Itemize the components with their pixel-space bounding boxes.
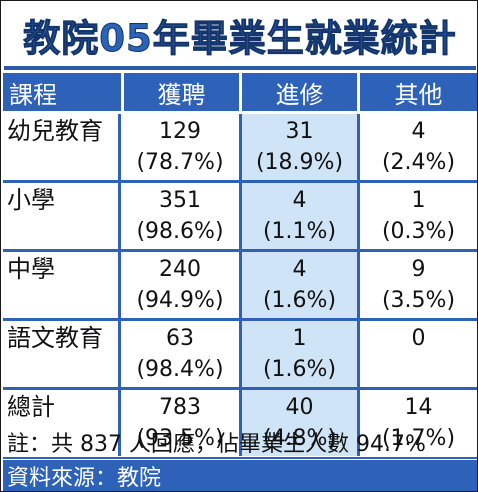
employed-cell: 783 (93.5%) <box>121 390 239 456</box>
other-cell: 1 (0.3%) <box>357 183 477 252</box>
study-cell: 40 (4.8%) <box>239 390 357 456</box>
study-count: 31 <box>285 119 314 144</box>
table-row-total: 總計 783 (93.5%) 40 (4.8%) 14 (1.7%) <box>3 390 477 456</box>
study-percent: (1.6%) <box>262 288 337 313</box>
study-percent: (1.1%) <box>262 219 337 244</box>
other-cell: 0 <box>357 321 477 390</box>
course-cell: 幼兒教育 <box>3 114 121 183</box>
course-cell: 語文教育 <box>3 321 121 390</box>
other-percent: (3.5%) <box>381 288 456 313</box>
study-cell: 4 (1.6%) <box>239 252 357 321</box>
other-count: 9 <box>411 257 426 282</box>
employed-count: 240 <box>159 257 201 282</box>
employed-count: 129 <box>159 119 201 144</box>
employed-percent: (93.5%) <box>136 426 224 451</box>
study-cell: 31 (18.9%) <box>239 114 357 183</box>
study-percent: (18.9%) <box>255 150 344 175</box>
employed-count: 351 <box>159 188 201 213</box>
study-percent: (4.8%) <box>262 426 337 451</box>
employed-cell: 63 (98.4%) <box>121 321 239 390</box>
table-row: 語文教育 63 (98.4%) 1 (1.6%) 0 <box>3 321 477 390</box>
title-bar: 教院05年畢業生就業統計 <box>4 4 476 70</box>
course-cell: 總計 <box>3 390 121 456</box>
table-row: 幼兒教育 129 (78.7%) 31 (18.9%) 4 (2.4%) <box>3 114 477 183</box>
other-percent: (1.7%) <box>381 426 456 451</box>
study-count: 4 <box>292 257 307 282</box>
employed-cell: 129 (78.7%) <box>121 114 239 183</box>
study-cell: 4 (1.1%) <box>239 183 357 252</box>
footnote: 註：共 837 人回應，佔畢業生人數 94.7% <box>3 427 477 459</box>
other-percent: (2.4%) <box>381 150 456 175</box>
employed-cell: 240 (94.9%) <box>121 252 239 321</box>
course-cell: 小學 <box>3 183 121 252</box>
employed-count: 63 <box>166 326 194 351</box>
other-count: 1 <box>411 188 426 213</box>
study-count: 4 <box>292 188 307 213</box>
other-cell: 4 (2.4%) <box>357 114 477 183</box>
other-percent: (0.3%) <box>381 219 456 244</box>
table-row: 小學 351 (98.6%) 4 (1.1%) 1 (0.3%) <box>3 183 477 252</box>
source-credit: 資料來源：教院 <box>3 460 477 491</box>
employed-percent: (98.6%) <box>136 219 224 244</box>
other-count: 14 <box>404 395 433 420</box>
other-count: 0 <box>411 326 426 351</box>
study-percent: (1.6%) <box>262 357 337 382</box>
other-count: 4 <box>411 119 426 144</box>
table-row: 中學 240 (94.9%) 4 (1.6%) 9 (3.5%) <box>3 252 477 321</box>
employed-cell: 351 (98.6%) <box>121 183 239 252</box>
column-header-course: 課程 <box>3 73 121 114</box>
employed-count: 783 <box>159 395 201 420</box>
employed-percent: (94.9%) <box>136 288 224 313</box>
table-header-row: 課程 獲聘 進修 其他 <box>3 73 477 114</box>
column-header-study: 進修 <box>239 73 357 114</box>
statistics-table: 課程 獲聘 進修 其他 幼兒教育 129 (78.7%) 31 (18.9%) 4 (… <box>3 73 477 456</box>
employed-percent: (98.4%) <box>136 357 224 382</box>
column-header-other: 其他 <box>357 73 477 114</box>
column-header-employed: 獲聘 <box>121 73 239 114</box>
course-cell: 中學 <box>3 252 121 321</box>
employed-percent: (78.7%) <box>136 150 224 175</box>
page-title: 教院05年畢業生就業統計 <box>23 17 457 61</box>
study-count: 1 <box>292 326 307 351</box>
study-cell: 1 (1.6%) <box>239 321 357 390</box>
other-cell: 14 (1.7%) <box>357 390 477 456</box>
study-count: 40 <box>285 395 314 420</box>
other-cell: 9 (3.5%) <box>357 252 477 321</box>
